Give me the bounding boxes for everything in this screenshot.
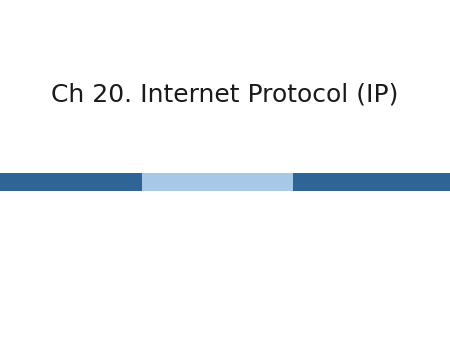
Text: Ch 20. Internet Protocol (IP): Ch 20. Internet Protocol (IP): [51, 82, 399, 107]
